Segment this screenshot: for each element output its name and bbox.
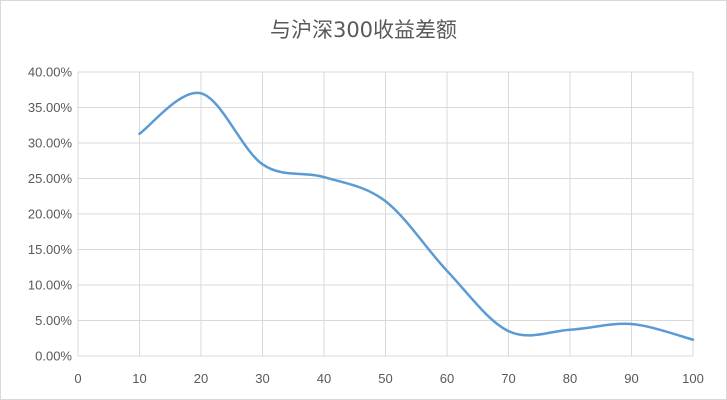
x-tick-label: 0 <box>74 371 81 386</box>
x-tick-label: 40 <box>317 371 331 386</box>
y-axis-tick-labels: 0.00% 5.00% 10.00% 15.00% 20.00% 25.00% 30.00%… <box>28 65 73 364</box>
y-tick-label: 25.00% <box>28 171 73 186</box>
series-line <box>138 91 695 341</box>
x-tick-label: 10 <box>132 371 146 386</box>
chart-title: 与沪深300收益差额 <box>269 18 458 42</box>
x-tick-label: 70 <box>501 371 515 386</box>
x-tick-label: 50 <box>378 371 392 386</box>
y-tick-label: 40.00% <box>28 65 73 80</box>
x-tick-label: 30 <box>255 371 269 386</box>
x-axis-tick-labels: 0 10 20 30 40 50 60 70 80 90 100 <box>74 371 703 386</box>
y-tick-label: 5.00% <box>35 313 72 328</box>
y-tick-label: 20.00% <box>28 207 73 222</box>
x-tick-label: 90 <box>624 371 638 386</box>
x-tick-label: 80 <box>563 371 577 386</box>
y-tick-label: 0.00% <box>35 349 72 364</box>
data-series <box>138 91 695 341</box>
gridlines <box>77 71 694 357</box>
x-tick-label: 20 <box>194 371 208 386</box>
y-tick-label: 10.00% <box>28 278 73 293</box>
x-tick-label: 100 <box>682 371 704 386</box>
y-tick-label: 15.00% <box>28 242 73 257</box>
y-tick-label: 35.00% <box>28 100 73 115</box>
x-tick-label: 60 <box>440 371 454 386</box>
y-tick-label: 30.00% <box>28 136 73 151</box>
